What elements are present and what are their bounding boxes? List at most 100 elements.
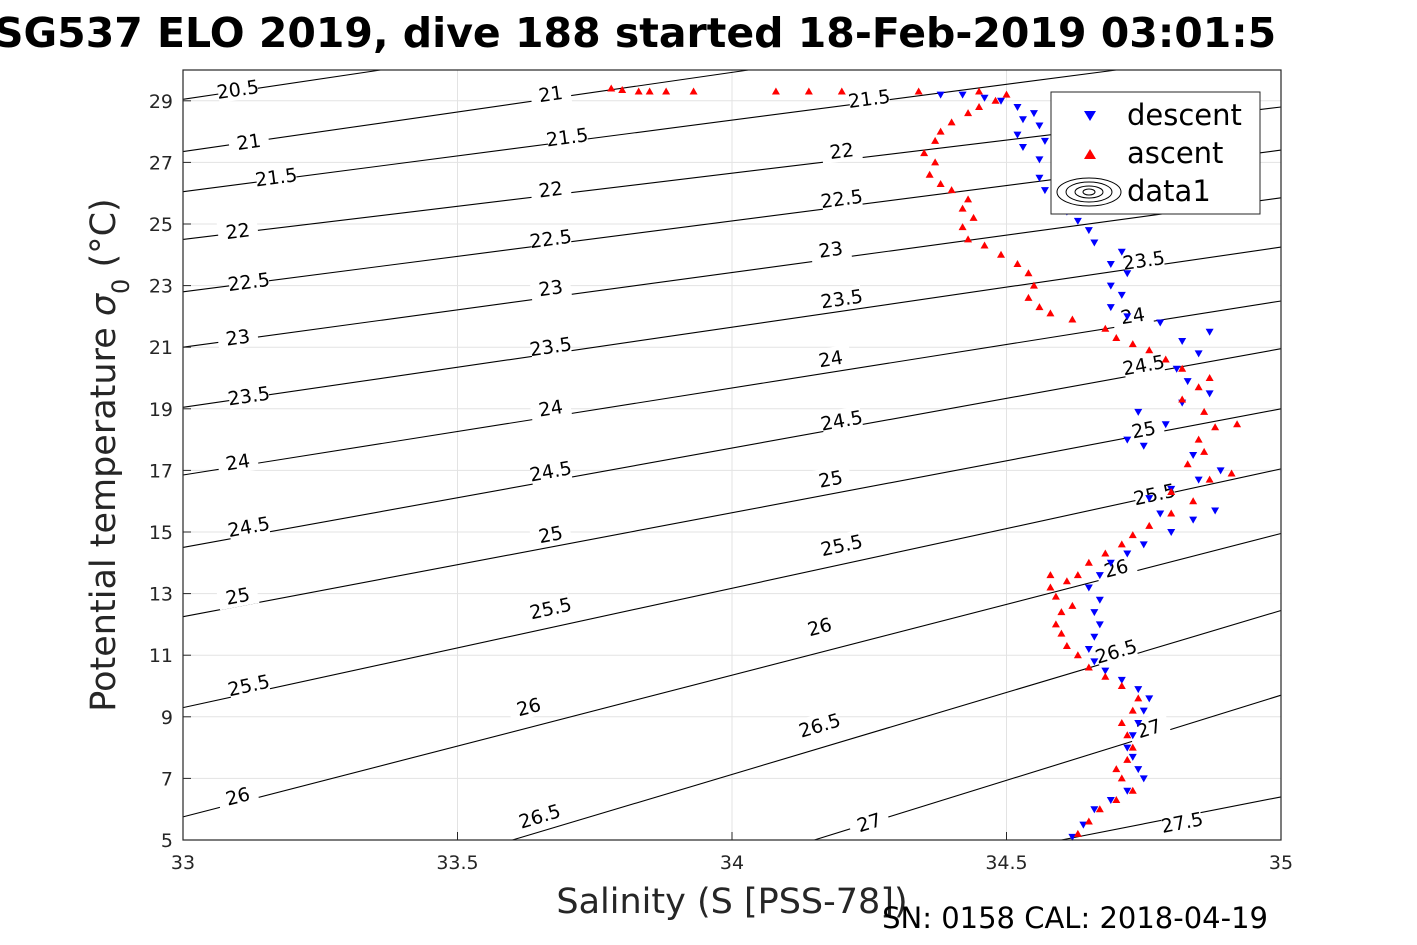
descent-point bbox=[1194, 350, 1203, 358]
y-tick-label: 17 bbox=[149, 460, 173, 482]
descent-point bbox=[1117, 291, 1126, 299]
descent-point bbox=[1090, 239, 1099, 247]
density-contour-line bbox=[182, 300, 1282, 476]
y-tick-label: 19 bbox=[149, 399, 173, 421]
ascent-point bbox=[1084, 558, 1093, 566]
descent-point bbox=[1123, 550, 1132, 558]
density-contours bbox=[182, 69, 1282, 841]
contour-label-bg bbox=[1121, 414, 1166, 444]
legend-ascent-label: ascent bbox=[1127, 136, 1223, 170]
contour-label: 21 bbox=[529, 79, 573, 108]
descent-point bbox=[1172, 365, 1181, 373]
descent-point bbox=[1079, 821, 1088, 829]
density-contour-line bbox=[814, 694, 1282, 841]
descent-point bbox=[1101, 667, 1110, 675]
ascent-point bbox=[997, 250, 1006, 258]
contour-label-bg bbox=[529, 224, 572, 252]
density-contour-line bbox=[182, 408, 1282, 618]
contour-label-bg bbox=[506, 690, 551, 723]
descent-point bbox=[1090, 806, 1099, 814]
descent-point bbox=[1134, 686, 1143, 694]
ascent-point bbox=[1128, 531, 1137, 539]
ascent-point bbox=[1046, 571, 1055, 579]
legend-descent-marker bbox=[1084, 111, 1096, 121]
descent-point bbox=[1018, 116, 1027, 124]
ascent-point bbox=[618, 86, 627, 94]
y-axis-label-sigma: σ bbox=[84, 292, 124, 316]
contour-label-text: 22 bbox=[537, 178, 564, 203]
ascent-point bbox=[837, 87, 846, 95]
ascent-point bbox=[1128, 786, 1137, 794]
ascent-point bbox=[947, 186, 956, 194]
density-contour-line bbox=[512, 609, 1282, 841]
density-contour-line bbox=[182, 69, 381, 100]
density-contour-line bbox=[182, 532, 1282, 818]
contour-label: 25 bbox=[1121, 414, 1166, 444]
contour-label-bg bbox=[819, 405, 864, 435]
ascent-point bbox=[1145, 521, 1154, 529]
ascent-point bbox=[936, 127, 945, 135]
ascent-point bbox=[1068, 315, 1077, 323]
descent-point bbox=[1035, 156, 1044, 164]
contour-label-bg bbox=[1093, 552, 1139, 584]
ascent-point bbox=[1112, 333, 1121, 341]
contour-labels: 20.5 21 21 21.5 21.5 21.5 22 22 22 22.5 22.5 22.5 23… bbox=[215, 75, 1205, 839]
ascent-point bbox=[1073, 651, 1082, 659]
contour-label-text: 24 bbox=[224, 450, 251, 476]
ascent-point bbox=[1101, 549, 1110, 557]
x-tick-label: 34.5 bbox=[985, 852, 1027, 874]
grid bbox=[182, 70, 1282, 841]
contour-label-bg bbox=[846, 805, 892, 839]
ascent-point bbox=[1035, 303, 1044, 311]
contour-label-text: 21.5 bbox=[545, 124, 590, 151]
contour-label: 22.5 bbox=[528, 224, 573, 253]
descent-point bbox=[1090, 633, 1099, 641]
legend: descent ascent data1 bbox=[1050, 91, 1261, 215]
y-tick-label: 21 bbox=[149, 337, 173, 359]
descent-point bbox=[958, 91, 967, 99]
legend-ascent-marker bbox=[1084, 149, 1096, 159]
descent-point bbox=[1189, 516, 1198, 524]
ascent-point bbox=[1128, 743, 1137, 751]
contour-label: 21.5 bbox=[847, 84, 892, 113]
ascent-point bbox=[1134, 694, 1143, 702]
contour-label-text: 24 bbox=[817, 347, 844, 373]
ascent-point bbox=[1178, 395, 1187, 403]
y-tick-label: 27 bbox=[149, 152, 173, 174]
x-tick-label: 33 bbox=[171, 852, 195, 874]
ascent-point bbox=[1123, 755, 1132, 763]
descent-point bbox=[936, 91, 945, 99]
contour-label-bg bbox=[1132, 479, 1177, 510]
contour-label: 24 bbox=[1111, 301, 1155, 330]
ascent-point bbox=[964, 235, 973, 243]
descent-point bbox=[1013, 131, 1022, 139]
ascent-point bbox=[1194, 383, 1203, 391]
ascent-point bbox=[1183, 460, 1192, 468]
descent-point bbox=[1123, 744, 1132, 752]
y-tick-label: 25 bbox=[149, 214, 173, 236]
contour-label-bg bbox=[254, 163, 298, 191]
contour-label-bg bbox=[1121, 350, 1166, 380]
contour-label-bg bbox=[529, 393, 573, 422]
ascent-point bbox=[1200, 447, 1209, 455]
contour-label: 26 bbox=[506, 690, 551, 723]
descent-point bbox=[1123, 787, 1132, 795]
ascent-point bbox=[1073, 829, 1082, 837]
descent-point bbox=[1139, 541, 1148, 549]
density-contour-line bbox=[182, 197, 1282, 348]
y-tick-label: 13 bbox=[149, 584, 173, 606]
y-tick-label: 23 bbox=[149, 276, 173, 298]
descent-point bbox=[1156, 319, 1165, 327]
ascent-point bbox=[1062, 577, 1071, 585]
ascent-point bbox=[771, 87, 780, 95]
contour-label-text: 23 bbox=[817, 238, 844, 263]
descent-point bbox=[1161, 421, 1170, 429]
contour-label-text: 21 bbox=[235, 130, 262, 155]
contour-label-bg bbox=[227, 381, 271, 410]
contour-label: 24 bbox=[809, 344, 853, 373]
contour-label-bg bbox=[529, 79, 573, 108]
y-axis-ticks: 5 7 9 11 13 15 17 19 21 23 25 27 29 bbox=[149, 91, 191, 852]
descent-point bbox=[1205, 390, 1214, 398]
contour-label-bg bbox=[216, 75, 260, 103]
